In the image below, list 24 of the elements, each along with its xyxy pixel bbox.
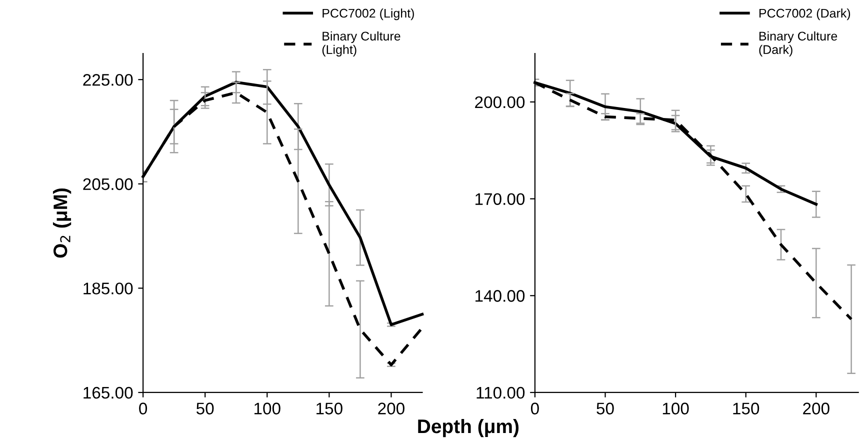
y-tick-label: 140.00 (476, 290, 525, 302)
x-tick-label: 0 (530, 402, 539, 414)
legend-label: PCC7002 (Light) (322, 8, 414, 20)
y-tick-label: 165.00 (84, 386, 133, 399)
y-tick-label: 110.00 (476, 386, 525, 399)
x-tick-label: 200 (378, 402, 404, 414)
y-tick-label: 200.00 (475, 96, 525, 108)
x-tick-label: 200 (803, 402, 830, 414)
x-axis-title: Depth (μm) (418, 418, 519, 438)
y-tick-label: 225.00 (83, 74, 133, 86)
legend-label: Binary Culture (Dark) (759, 31, 838, 56)
y-axis-title: O$_{2}$ (μM) (52, 188, 72, 258)
y-tick-label: 205.00 (83, 178, 133, 190)
x-tick-label: 50 (196, 402, 214, 414)
x-tick-label: 100 (662, 402, 689, 414)
x-tick-label: 100 (254, 402, 280, 414)
y-tick-label: 170.00 (476, 193, 525, 205)
x-tick-label: 0 (139, 402, 148, 414)
x-tick-label: 150 (733, 402, 760, 414)
x-tick-label: 150 (316, 402, 342, 414)
legend-label: PCC7002 (Dark) (759, 8, 850, 20)
legend-label: Binary Culture (Light) (322, 31, 400, 56)
y-tick-label: 185.00 (84, 282, 133, 294)
x-tick-label: 50 (596, 402, 614, 414)
